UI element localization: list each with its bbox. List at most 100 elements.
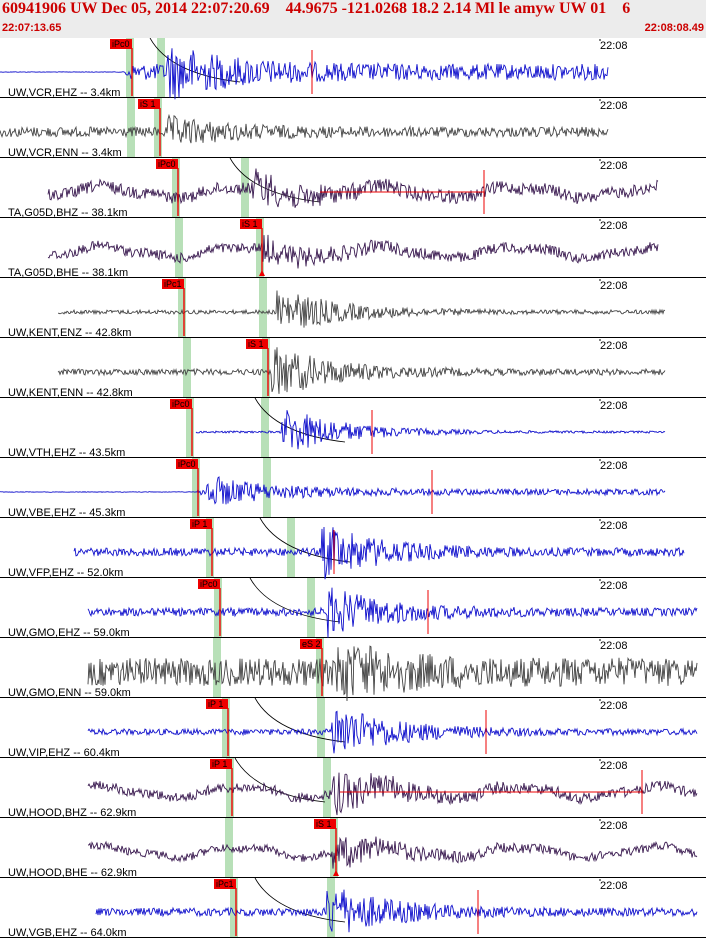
- travel-time-curve: [254, 877, 346, 923]
- pick-label-box[interactable]: [240, 219, 262, 229]
- channel-label: UW,VIP,EHZ -- 60.4km: [8, 747, 120, 759]
- travel-time-curve: [254, 397, 346, 443]
- waveform-trace: [87, 645, 698, 702]
- phase-band: [126, 38, 134, 98]
- time-tick-label: 22:08: [600, 100, 628, 112]
- time-tick-label: 22:08: [600, 400, 628, 412]
- waveform-trace: [95, 889, 698, 933]
- pick-label: iS 1: [248, 339, 264, 349]
- header-bar: 60941906 UW Dec 05, 2014 22:07:20.69 44.…: [0, 0, 706, 38]
- waveform-trace: [0, 48, 609, 100]
- channel-row[interactable]: iP 1 22:08 UW,HOOD,BHZ -- 62.9km: [0, 757, 706, 819]
- phase-band: [178, 278, 186, 338]
- waveform-trace: [47, 234, 659, 269]
- pick-label-box[interactable]: [138, 99, 160, 109]
- channel-label: UW,GMO,ENN -- 59.0km: [8, 687, 131, 699]
- pick-label: iP 1: [212, 759, 227, 769]
- phase-band: [330, 818, 338, 878]
- channel-row[interactable]: iP 1 22:08 UW,VIP,EHZ -- 60.4km: [0, 697, 706, 759]
- pick-label-box[interactable]: [210, 759, 232, 769]
- window-start-time: 22:07:13.65: [2, 22, 62, 34]
- time-tick-label: 22:08: [600, 340, 628, 352]
- time-tick-label: 22:08: [600, 760, 628, 772]
- seismogram-panel[interactable]: iPc0 22:08 UW,VCR,EHZ -- 3.4km iS 1 22:08 UW,…: [0, 38, 706, 938]
- phase-band: [317, 698, 325, 758]
- phase-band: [287, 518, 295, 578]
- phase-band: [327, 878, 335, 938]
- phase-band: [214, 578, 222, 638]
- channel-row[interactable]: iPc1 22:08 UW,KENT,ENZ -- 42.8km: [0, 278, 706, 339]
- channel-label: UW,VCR,EHZ -- 3.4km: [8, 87, 120, 99]
- channel-label: UW,HOOD,BHE -- 62.9km: [8, 867, 137, 879]
- pick-label-box[interactable]: [110, 39, 132, 49]
- waveform-trace: [0, 113, 609, 144]
- waveform-trace: [87, 836, 698, 869]
- pick-label: iPc0: [200, 579, 218, 589]
- pick-label: iPc0: [158, 159, 176, 169]
- phase-band: [186, 398, 194, 458]
- time-tick-label: 22:08: [600, 580, 628, 592]
- channel-label: UW,KENT,ENN -- 42.8km: [8, 387, 133, 399]
- pick-label-box[interactable]: [300, 639, 322, 649]
- channel-row[interactable]: iPc0 22:08 UW,VTH,EHZ -- 43.5km: [0, 397, 706, 459]
- pick-label-box[interactable]: [156, 159, 178, 169]
- waveform-trace: [87, 710, 698, 754]
- pick-label-box[interactable]: [176, 459, 198, 469]
- time-tick-label: 22:08: [600, 460, 628, 472]
- time-tick-label: 22:08: [600, 160, 628, 172]
- channel-row[interactable]: iPc0 22:08 UW,VBE,EHZ -- 45.3km: [0, 458, 706, 519]
- channel-row[interactable]: iPc1 22:08 UW,VGB,EHZ -- 64.0km: [0, 877, 706, 938]
- phase-band: [206, 518, 214, 578]
- pick-label-box[interactable]: [162, 279, 184, 289]
- time-tick-label: 22:08: [600, 880, 628, 892]
- phase-band: [316, 638, 324, 698]
- channel-label: TA,G05D,BHZ -- 38.1km: [8, 207, 128, 219]
- phase-band: [154, 98, 162, 158]
- pick-label-box[interactable]: [246, 339, 268, 349]
- travel-time-curve: [234, 757, 326, 803]
- channel-row[interactable]: iS 1 22:08 UW,HOOD,BHE -- 62.9km: [0, 818, 706, 879]
- channel-row[interactable]: iPc0 22:08 UW,GMO,EHZ -- 59.0km: [0, 577, 706, 639]
- waveform-trace: [87, 587, 698, 638]
- pick-label: iPc0: [172, 399, 190, 409]
- channel-row[interactable]: iPc0 22:08 TA,G05D,BHZ -- 38.1km: [0, 157, 706, 219]
- channel-label: UW,GMO,EHZ -- 59.0km: [8, 627, 130, 639]
- channel-label: UW,VBE,EHZ -- 45.3km: [8, 507, 125, 519]
- channel-row[interactable]: eS 2 22:08 UW,GMO,ENN -- 59.0km: [0, 638, 706, 702]
- channel-row[interactable]: iS 1 22:08 UW,KENT,ENN -- 42.8km: [0, 338, 706, 399]
- pick-label-box[interactable]: [206, 699, 228, 709]
- channel-row[interactable]: iS 1 22:08 TA,G05D,BHE -- 38.1km: [0, 218, 706, 279]
- seismogram-svg[interactable]: iPc0 22:08 UW,VCR,EHZ -- 3.4km iS 1 22:08 UW,…: [0, 38, 706, 938]
- channel-row[interactable]: iS 1 22:08 UW,VCR,ENN -- 3.4km: [0, 98, 706, 159]
- pick-label-box[interactable]: [170, 399, 192, 409]
- channel-row[interactable]: iP 1 22:08 UW,VFP,EHZ -- 52.0km: [0, 517, 706, 580]
- window-end-time: 22:08:08.49: [644, 22, 704, 34]
- pick-label: iS 1: [140, 99, 156, 109]
- channel-label: UW,VGB,EHZ -- 64.0km: [8, 927, 127, 938]
- pick-label-box[interactable]: [314, 819, 336, 829]
- time-tick-label: 22:08: [600, 820, 628, 832]
- phase-band: [259, 278, 267, 338]
- waveform-trace: [47, 168, 659, 208]
- pick-label: iP 1: [208, 699, 223, 709]
- waveform-trace: [0, 476, 666, 505]
- pick-label: eS 2: [302, 639, 321, 649]
- pick-label: iPc0: [178, 459, 196, 469]
- pick-label: iS 1: [242, 219, 258, 229]
- phase-band: [175, 218, 183, 278]
- phase-band: [230, 878, 238, 938]
- waveform-trace: [73, 526, 685, 580]
- phase-band: [213, 638, 221, 698]
- phase-band: [192, 458, 200, 518]
- pick-label-box[interactable]: [198, 579, 220, 589]
- pick-label-box[interactable]: [214, 879, 236, 889]
- time-tick-label: 22:08: [600, 220, 628, 232]
- channel-label: TA,G05D,BHE -- 38.1km: [8, 267, 128, 279]
- pick-label: iPc1: [216, 879, 234, 889]
- channel-row[interactable]: iPc0 22:08 UW,VCR,EHZ -- 3.4km: [0, 38, 706, 100]
- travel-time-curve: [254, 697, 346, 743]
- pick-label-box[interactable]: [190, 519, 212, 529]
- phase-band: [183, 338, 191, 398]
- channel-label: UW,VFP,EHZ -- 52.0km: [8, 567, 123, 579]
- pick-label: iP 1: [192, 519, 207, 529]
